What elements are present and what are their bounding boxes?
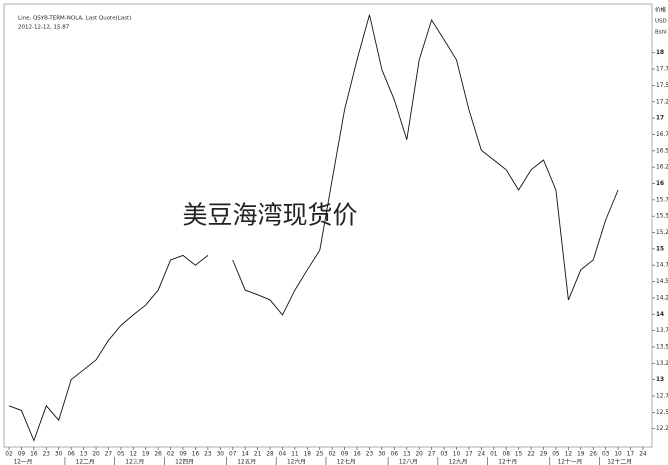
x-tick-label: 23 — [204, 452, 212, 458]
y-tick-label: 16.5 — [656, 148, 668, 154]
x-tick-label: 06 — [391, 452, 399, 458]
plot-frame — [3, 3, 653, 448]
x-tick-label: 09 — [18, 452, 26, 458]
y-tick-label: 16 — [656, 181, 664, 187]
x-tick-label: 10 — [453, 452, 461, 458]
x-tick-label: 30 — [378, 452, 386, 458]
x-tick-label: 27 — [105, 452, 113, 458]
y-tick-label: 15 — [656, 246, 664, 252]
y-tick-label: 13 — [656, 377, 664, 383]
x-tick-label: 22 — [527, 452, 535, 458]
x-tick-label: 04 — [279, 452, 287, 458]
y-tick-label: 17.25 — [656, 99, 668, 105]
y-tick-label: 17.75 — [656, 67, 668, 73]
y-tick-label: 15.5 — [656, 214, 668, 220]
x-tick-label: 29 — [540, 452, 548, 458]
x-tick-label: 06 — [67, 452, 75, 458]
x-tick-label: 28 — [266, 452, 274, 458]
x-tick-label: 30 — [217, 452, 225, 458]
axis-header: 价格 — [655, 6, 667, 14]
x-tick-label: 03 — [440, 452, 448, 458]
y-tick-label: 18 — [656, 50, 664, 56]
x-tick-label: 24 — [639, 452, 647, 458]
annotation: 2012-12-12, 15.87 — [18, 25, 70, 31]
month-label: 12十二月 — [607, 458, 632, 465]
month-label: 12六月 — [287, 458, 306, 465]
x-tick-label: 11 — [291, 452, 299, 458]
axis-header: USD — [655, 19, 667, 25]
subtitle: Line, QSYB-TERM-NOLA, Last Quote(Last) — [18, 16, 131, 22]
x-tick-label: 05 — [552, 452, 560, 458]
x-tick-label: 01 — [490, 452, 498, 458]
x-tick-label: 24 — [478, 452, 486, 458]
x-tick-label: 19 — [142, 452, 150, 458]
y-tick-label: 12.75 — [656, 394, 668, 400]
x-tick-label: 13 — [403, 452, 411, 458]
x-tick-label: 23 — [43, 452, 51, 458]
x-tick-label: 20 — [92, 452, 100, 458]
x-tick-label: 17 — [627, 452, 635, 458]
x-tick-label: 26 — [590, 452, 598, 458]
y-tick-label: 14.5 — [656, 279, 668, 285]
y-tick-label: 17 — [656, 116, 664, 122]
y-tick-label: 16.25 — [656, 165, 668, 171]
x-tick-label: 07 — [229, 452, 237, 458]
x-tick-label: 20 — [415, 452, 423, 458]
y-tick-label: 12.5 — [656, 410, 668, 416]
x-tick-label: 14 — [241, 452, 249, 458]
month-label: 12三月 — [125, 459, 144, 465]
x-tick-label: 23 — [366, 452, 374, 458]
x-tick-label: 12 — [130, 452, 138, 458]
month-label: 12七月 — [337, 458, 356, 465]
x-tick-label: 18 — [304, 452, 312, 458]
x-tick-label: 16 — [192, 452, 200, 458]
x-tick-label: 12 — [565, 452, 573, 458]
x-tick-label: 17 — [465, 452, 473, 458]
month-label: 12九月 — [449, 458, 468, 465]
x-tick-label: 09 — [179, 452, 187, 458]
y-tick-label: 14 — [656, 312, 664, 318]
x-tick-label: 02 — [328, 452, 336, 458]
y-tick-label: 16.75 — [656, 132, 668, 138]
month-label: 12十月 — [498, 458, 517, 465]
x-tick-label: 08 — [503, 452, 511, 458]
y-tick-label: 15.25 — [656, 230, 668, 236]
axis-header: Bshl — [655, 30, 667, 36]
month-label: 12五月 — [237, 459, 256, 465]
x-tick-label: 26 — [154, 452, 162, 458]
month-label: 12八月 — [399, 459, 418, 465]
x-tick-label: 21 — [254, 452, 262, 458]
x-tick-label: 15 — [515, 452, 523, 458]
x-tick-label: 13 — [80, 452, 88, 458]
y-tick-label: 13.25 — [656, 361, 668, 367]
y-tick-label: 14.75 — [656, 263, 668, 269]
y-tick-label: 14.25 — [656, 295, 668, 301]
x-tick-label: 25 — [316, 452, 324, 458]
x-tick-label: 09 — [341, 452, 349, 458]
price-line — [8, 14, 619, 442]
chart-title: 美豆海湾现货价 — [182, 201, 357, 230]
x-tick-label: 10 — [614, 452, 622, 458]
month-label: 12一月 — [14, 459, 33, 465]
month-label: 12四月 — [175, 459, 194, 465]
y-tick-label: 13.75 — [656, 328, 668, 334]
x-tick-label: 03 — [602, 452, 610, 458]
x-tick-label: 30 — [55, 452, 63, 458]
month-label: 12十一月 — [558, 458, 583, 465]
x-tick-label: 16 — [30, 452, 38, 458]
y-tick-label: 12.25 — [656, 426, 668, 432]
x-tick-label: 02 — [5, 452, 13, 458]
x-tick-label: 02 — [167, 452, 175, 458]
month-label: 12二月 — [76, 459, 95, 465]
y-tick-label: 17.5 — [656, 83, 668, 89]
y-tick-label: 13.5 — [656, 344, 668, 350]
x-tick-label: 16 — [353, 452, 361, 458]
y-tick-label: 15.75 — [656, 197, 668, 203]
x-tick-label: 05 — [117, 452, 125, 458]
x-tick-label: 27 — [428, 452, 436, 458]
x-tick-label: 19 — [577, 452, 585, 458]
